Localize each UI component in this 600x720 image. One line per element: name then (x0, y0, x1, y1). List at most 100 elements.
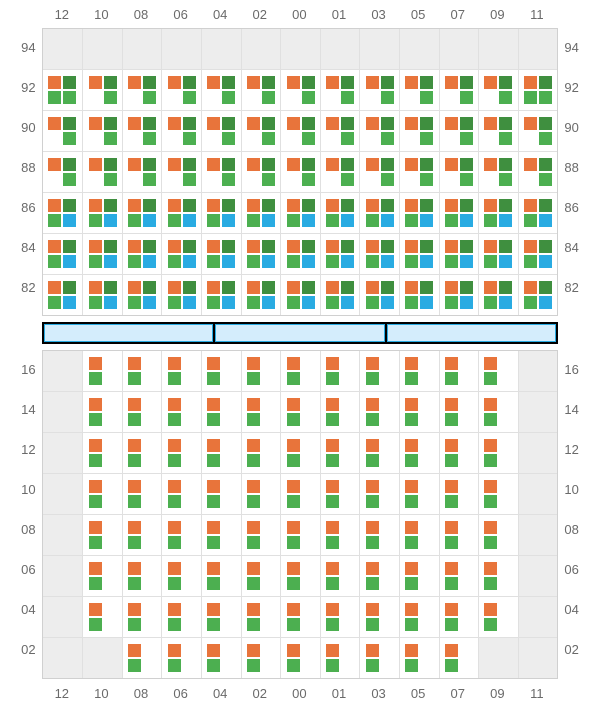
status-square (207, 158, 220, 171)
grid-cell (201, 193, 241, 233)
status-square (183, 281, 196, 294)
status-square (222, 521, 235, 534)
status-square (326, 521, 339, 534)
divider-bar (42, 322, 558, 344)
grid-row (43, 69, 558, 110)
status-square (460, 536, 473, 549)
status-square (302, 158, 315, 171)
grid-cell (122, 597, 162, 637)
status-square (366, 480, 379, 493)
status-square (143, 281, 156, 294)
status-square (183, 562, 196, 575)
status-square (341, 240, 354, 253)
status-square (484, 536, 497, 549)
status-square (104, 495, 117, 508)
status-square (460, 173, 473, 186)
row-labels-bottom-left: 1614121008060402 (0, 350, 42, 679)
status-square (104, 439, 117, 452)
status-square (420, 214, 433, 227)
status-square (168, 91, 181, 104)
status-square (484, 199, 497, 212)
grid-row (43, 192, 558, 233)
status-square (341, 413, 354, 426)
column-label: 03 (359, 7, 399, 22)
status-square (262, 618, 275, 631)
status-square (143, 158, 156, 171)
status-square (262, 439, 275, 452)
status-square (287, 255, 300, 268)
status-square (326, 158, 339, 171)
status-square (460, 158, 473, 171)
status-square (89, 76, 102, 89)
bar-slot (387, 324, 556, 342)
grid-row (43, 637, 558, 678)
status-square (63, 255, 76, 268)
status-square (183, 577, 196, 590)
status-square (247, 480, 260, 493)
status-square (183, 214, 196, 227)
status-square (287, 76, 300, 89)
status-square (128, 413, 141, 426)
status-square (341, 199, 354, 212)
status-square (302, 281, 315, 294)
status-square (63, 158, 76, 171)
grid-cell (320, 234, 360, 274)
row-label: 04 (0, 590, 42, 630)
grid-cell (518, 638, 558, 678)
status-square (168, 296, 181, 309)
status-square (247, 158, 260, 171)
status-square (222, 76, 235, 89)
status-square (445, 281, 458, 294)
status-square (326, 398, 339, 411)
status-square (484, 296, 497, 309)
status-square (207, 357, 220, 370)
row-label: 94 (0, 28, 42, 68)
status-square (445, 659, 458, 672)
status-square (484, 495, 497, 508)
status-square (222, 240, 235, 253)
grid-cell (43, 193, 83, 233)
status-square (460, 439, 473, 452)
grid-cell (478, 275, 518, 315)
grid-row (43, 110, 558, 151)
grid-row (43, 555, 558, 596)
status-square (183, 454, 196, 467)
status-square (445, 240, 458, 253)
status-square (524, 281, 537, 294)
status-square (104, 281, 117, 294)
grid-cell (280, 597, 320, 637)
column-label: 01 (319, 686, 359, 701)
status-square (262, 413, 275, 426)
status-square (222, 562, 235, 575)
status-square (183, 296, 196, 309)
status-square (420, 644, 433, 657)
status-square (381, 562, 394, 575)
status-square (341, 618, 354, 631)
status-square (128, 495, 141, 508)
status-square (207, 255, 220, 268)
grid-cell (399, 515, 439, 555)
status-square (341, 372, 354, 385)
status-square (499, 413, 512, 426)
grid-cell (320, 597, 360, 637)
status-square (48, 117, 61, 130)
status-square (207, 454, 220, 467)
status-square (460, 76, 473, 89)
status-square (499, 577, 512, 590)
status-square (168, 173, 181, 186)
grid-cell (161, 111, 201, 151)
grid-cell (478, 597, 518, 637)
grid-cell (43, 433, 83, 473)
grid-cell (241, 351, 281, 391)
status-square (89, 173, 102, 186)
status-square (247, 91, 260, 104)
grid-cell (478, 351, 518, 391)
status-square (405, 199, 418, 212)
status-square (222, 255, 235, 268)
grid-cell (280, 234, 320, 274)
grid-cell (478, 193, 518, 233)
status-square (302, 439, 315, 452)
grid-cell (122, 29, 162, 69)
status-square (104, 240, 117, 253)
grid-cell (320, 70, 360, 110)
